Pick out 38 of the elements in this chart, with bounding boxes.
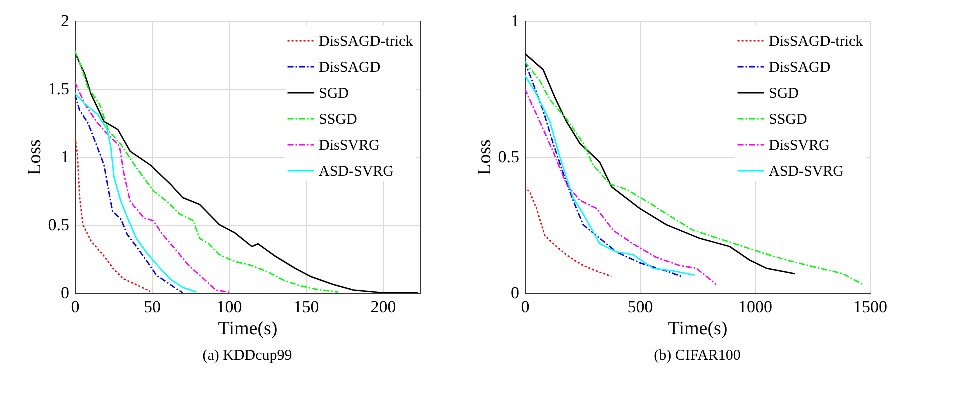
legend-label: DisSAGD-trick <box>319 34 414 50</box>
line-series <box>525 186 612 278</box>
legend-label: DisSAGD <box>319 60 381 76</box>
x-tick-label: 150 <box>294 298 320 316</box>
text: (a) KDDcup99 <box>202 348 292 364</box>
legend-label: SGD <box>319 86 350 102</box>
text: (b) CIFAR100 <box>654 348 741 364</box>
line-series <box>75 133 152 292</box>
x-tick-label: 1500 <box>854 298 888 316</box>
y-axis-title: Loss <box>24 140 46 176</box>
y-tick-label: 2 <box>61 12 70 30</box>
y-tick-label: 0.5 <box>48 216 70 234</box>
line-series <box>75 82 230 293</box>
legend-label: SSGD <box>319 112 358 128</box>
x-tick-label: 1000 <box>738 298 772 316</box>
line-series <box>525 88 718 286</box>
y-tick-label: 1.5 <box>48 80 70 98</box>
legend-label: SSGD <box>769 112 808 128</box>
legend-label: ASD-SVRG <box>319 164 394 180</box>
legend-label: DisSVRG <box>319 138 380 154</box>
legend-label: DisSAGD <box>769 60 831 76</box>
x-tick-label: 500 <box>628 298 654 316</box>
x-tick-label: 200 <box>370 298 396 316</box>
x-axis-title: Time(s) <box>668 318 728 340</box>
x-axis-title: Time(s) <box>218 318 278 340</box>
legend-label: SGD <box>769 86 800 102</box>
y-tick-label: 0 <box>511 284 520 302</box>
x-tick-label: 100 <box>216 298 242 316</box>
legend-label: ASD-SVRG <box>769 164 844 180</box>
y-tick-label: 0 <box>61 284 70 302</box>
legend-label: DisSAGD-trick <box>769 34 864 50</box>
y-axis-title: Loss <box>474 140 496 176</box>
legend-label: DisSVRG <box>769 138 830 154</box>
line-series <box>525 61 864 286</box>
y-tick-label: 1 <box>61 148 70 166</box>
x-tick-label: 50 <box>144 298 162 316</box>
y-tick-label: 0.5 <box>498 148 520 166</box>
y-tick-label: 1 <box>511 12 520 30</box>
